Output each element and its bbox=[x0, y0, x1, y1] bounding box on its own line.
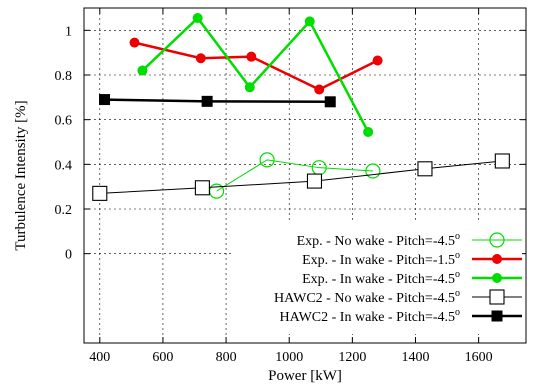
data-point bbox=[324, 96, 336, 108]
series-3 bbox=[137, 13, 374, 137]
plot-frame bbox=[83, 7, 527, 344]
axis-ticks: 400 600 800 1000 1200 1400 1600 0 0.2 0.4 0.6 0.8 1 bbox=[55, 8, 526, 365]
series-line bbox=[104, 98, 331, 104]
y-tick-label: 0 bbox=[65, 248, 72, 263]
legend-label-text: HAWC2 - In wake - Pitch=-4.5 bbox=[279, 310, 455, 325]
data-point bbox=[201, 95, 213, 107]
data-point bbox=[314, 84, 325, 95]
data-point bbox=[99, 94, 111, 106]
x-tick-label: 1600 bbox=[465, 350, 493, 365]
data-point bbox=[365, 163, 381, 179]
series-1 bbox=[209, 152, 381, 199]
x-tick-label: 600 bbox=[152, 350, 173, 365]
x-tick-label: 1200 bbox=[338, 350, 366, 365]
data-point bbox=[246, 51, 257, 62]
legend-label-text: HAWC2 - No wake - Pitch=-4.5 bbox=[274, 291, 455, 306]
series-2 bbox=[129, 37, 383, 95]
data-point bbox=[129, 37, 140, 48]
series-layer bbox=[92, 13, 510, 201]
legend-label: HAWC2 - In wake - Pitch=-4.5o bbox=[279, 307, 460, 325]
data-point bbox=[494, 153, 510, 169]
legend-swatch-marker bbox=[489, 232, 505, 248]
legend-label-degree: o bbox=[455, 288, 460, 299]
data-point bbox=[363, 126, 374, 137]
series-5 bbox=[99, 94, 336, 108]
legend-label-text: Exp. - In wake - Pitch=-4.5 bbox=[302, 272, 455, 287]
series-line bbox=[99, 160, 503, 194]
legend-label: Exp. - No wake - Pitch=-4.5o bbox=[297, 231, 460, 249]
legend-label: Exp. - In wake - Pitch=-1.5o bbox=[302, 250, 460, 268]
data-point bbox=[259, 152, 275, 168]
x-tick-label: 1400 bbox=[402, 350, 430, 365]
data-point bbox=[304, 16, 315, 27]
legend-label-degree: o bbox=[455, 231, 460, 242]
data-point bbox=[92, 185, 108, 201]
data-point bbox=[137, 65, 148, 76]
legend-swatch-marker bbox=[489, 289, 505, 305]
x-tick-label: 400 bbox=[89, 350, 110, 365]
data-point bbox=[244, 82, 255, 93]
legend-label-degree: o bbox=[455, 269, 460, 280]
y-tick-label: 0.2 bbox=[55, 203, 73, 218]
legend-label: HAWC2 - No wake - Pitch=-4.5o bbox=[274, 288, 460, 306]
data-point bbox=[195, 53, 206, 64]
data-point bbox=[306, 173, 323, 189]
data-point bbox=[194, 180, 210, 196]
legend-entry: Exp. - In wake - Pitch=-1.5o bbox=[302, 250, 522, 268]
y-tick-label: 1 bbox=[65, 24, 72, 39]
legend-label-degree: o bbox=[455, 307, 460, 318]
data-point bbox=[372, 55, 383, 66]
legend-label-text: Exp. - No wake - Pitch=-4.5 bbox=[297, 234, 455, 249]
data-point bbox=[417, 161, 433, 177]
legend-entry: Exp. - No wake - Pitch=-4.5o bbox=[297, 231, 522, 249]
legend-swatch-marker bbox=[492, 273, 502, 283]
legend-swatch-marker bbox=[492, 254, 502, 264]
y-axis-label: Turbulence Intensity [%] bbox=[13, 100, 29, 250]
y-tick-label: 0.4 bbox=[55, 158, 73, 173]
x-tick-label: 800 bbox=[216, 350, 237, 365]
y-tick-label: 0.6 bbox=[55, 114, 73, 129]
series-line bbox=[216, 159, 373, 192]
series-4 bbox=[92, 153, 510, 201]
legend-label-degree: o bbox=[455, 250, 460, 261]
legend-label: Exp. - In wake - Pitch=-4.5o bbox=[302, 269, 460, 287]
data-point bbox=[192, 13, 203, 24]
legend-label-text: Exp. - In wake - Pitch=-1.5 bbox=[302, 253, 455, 268]
x-tick-label: 1000 bbox=[275, 350, 303, 365]
legend-swatch-marker bbox=[491, 310, 503, 322]
y-tick-label: 0.8 bbox=[55, 69, 73, 84]
legend-entry: HAWC2 - No wake - Pitch=-4.5o bbox=[274, 288, 522, 306]
legend-entry: HAWC2 - In wake - Pitch=-4.5o bbox=[279, 307, 522, 325]
legend-entry: Exp. - In wake - Pitch=-4.5o bbox=[302, 269, 522, 287]
x-axis-label: Power [kW] bbox=[268, 368, 342, 384]
